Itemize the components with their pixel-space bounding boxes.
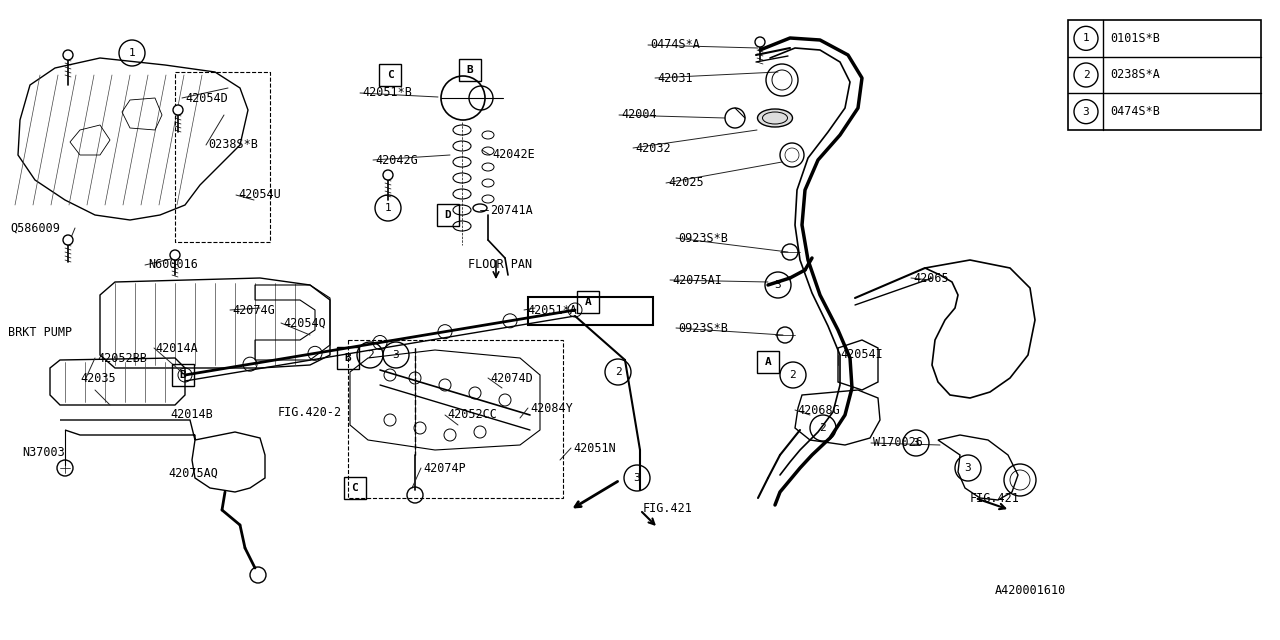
Text: 3: 3 [913, 438, 919, 448]
Text: 42042E: 42042E [492, 148, 535, 161]
Text: 1: 1 [128, 48, 136, 58]
Bar [337, 347, 358, 369]
Text: 42052CC: 42052CC [447, 408, 497, 422]
Text: 42004: 42004 [621, 109, 657, 122]
Text: 0474S*A: 0474S*A [650, 38, 700, 51]
Text: 3: 3 [965, 463, 972, 473]
Text: C: C [387, 70, 393, 80]
Text: 42051*A: 42051*A [527, 303, 577, 317]
Bar [756, 351, 780, 373]
Text: 42054U: 42054U [238, 189, 280, 202]
Text: N600016: N600016 [148, 259, 198, 271]
Text: 42065: 42065 [913, 271, 948, 285]
Bar [348, 340, 563, 498]
Text: 42054Q: 42054Q [283, 317, 325, 330]
Circle shape [63, 235, 73, 245]
Text: W170026: W170026 [873, 436, 923, 449]
Text: 42025: 42025 [668, 177, 704, 189]
Text: FIG.420-2: FIG.420-2 [278, 406, 342, 419]
Text: A: A [764, 357, 772, 367]
Text: 20741A: 20741A [490, 204, 532, 216]
Text: B: B [179, 370, 187, 380]
Text: Q586009: Q586009 [10, 221, 60, 234]
Circle shape [170, 250, 180, 260]
Text: D: D [444, 210, 452, 220]
Bar [529, 297, 653, 325]
Text: 2: 2 [1083, 70, 1089, 80]
Circle shape [755, 37, 765, 47]
Text: 1: 1 [384, 203, 392, 213]
Text: 42035: 42035 [79, 371, 115, 385]
Text: B: B [344, 353, 352, 363]
Text: 42014A: 42014A [155, 342, 197, 355]
Text: 0238S*B: 0238S*B [207, 138, 257, 152]
Bar [436, 204, 460, 226]
Text: 0238S*A: 0238S*A [1110, 68, 1160, 81]
Ellipse shape [758, 109, 792, 127]
Text: 2: 2 [819, 423, 827, 433]
Text: 0474S*B: 0474S*B [1110, 105, 1160, 118]
Text: 0923S*B: 0923S*B [678, 321, 728, 335]
Bar [175, 72, 270, 242]
Text: 42051N: 42051N [573, 442, 616, 454]
Text: 42074G: 42074G [232, 303, 275, 317]
Bar [172, 364, 195, 386]
Text: 2: 2 [614, 367, 621, 377]
Text: 3: 3 [1083, 107, 1089, 116]
Circle shape [173, 105, 183, 115]
Bar [460, 59, 481, 81]
Text: FIG.421: FIG.421 [970, 492, 1020, 504]
Text: 42031: 42031 [657, 72, 692, 84]
Text: 42074P: 42074P [422, 461, 466, 474]
Text: 3: 3 [393, 350, 399, 360]
Text: 42032: 42032 [635, 141, 671, 154]
Text: 42075AQ: 42075AQ [168, 467, 218, 479]
Text: C: C [352, 483, 358, 493]
Text: B: B [467, 65, 474, 75]
Text: N37003: N37003 [22, 447, 65, 460]
Bar [344, 477, 366, 499]
Text: 2: 2 [366, 350, 374, 360]
Text: 42084Y: 42084Y [530, 401, 572, 415]
Bar [577, 291, 599, 313]
Text: A420001610: A420001610 [995, 584, 1066, 596]
Text: 42054D: 42054D [186, 92, 228, 104]
Text: 42052BB: 42052BB [97, 351, 147, 365]
Text: 42042G: 42042G [375, 154, 417, 166]
Bar [1068, 20, 1261, 130]
Text: 42075AI: 42075AI [672, 273, 722, 287]
Text: 42014B: 42014B [170, 408, 212, 422]
Text: 1: 1 [1083, 33, 1089, 44]
Text: A: A [585, 297, 591, 307]
Text: FIG.421: FIG.421 [643, 502, 692, 515]
Text: 42068G: 42068G [797, 403, 840, 417]
Text: 0923S*B: 0923S*B [678, 232, 728, 244]
Text: BRKT PUMP: BRKT PUMP [8, 326, 72, 339]
Circle shape [63, 50, 73, 60]
Text: 42054I: 42054I [840, 349, 883, 362]
Text: 0101S*B: 0101S*B [1110, 32, 1160, 45]
Text: 2: 2 [790, 370, 796, 380]
Text: 3: 3 [634, 473, 640, 483]
Text: 42051*B: 42051*B [362, 86, 412, 99]
Bar [379, 64, 401, 86]
Text: FLOOR PAN: FLOOR PAN [468, 259, 532, 271]
Circle shape [383, 170, 393, 180]
Text: 3: 3 [774, 280, 781, 290]
Text: 42074D: 42074D [490, 371, 532, 385]
